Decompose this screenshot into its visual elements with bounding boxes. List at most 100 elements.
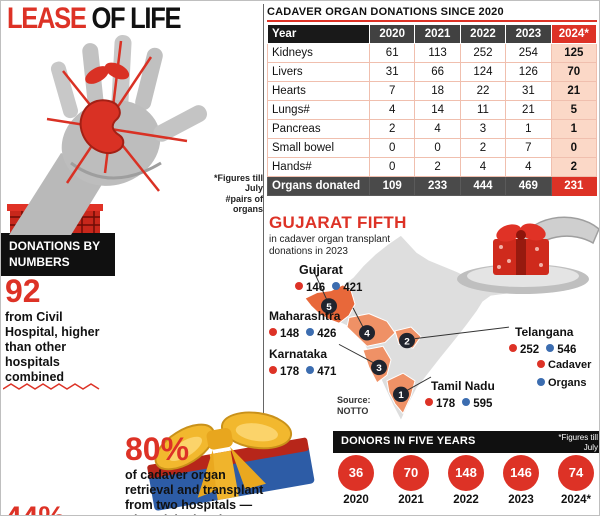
col-header: 2021 [414, 24, 461, 44]
stat-text: from Civil Hospital, higher than other h… [5, 310, 100, 384]
map-source: Source: NOTTO [337, 395, 371, 418]
zigzag-divider [3, 383, 100, 390]
cell: 126 [505, 62, 552, 82]
donors-title: DONORS IN FIVE YEARS [341, 435, 476, 447]
table-row: Hearts 7 18 22 31 21 [267, 81, 598, 101]
stat-value: 44% [5, 503, 105, 516]
table-total-row: Organs donated 109 233 444 469 231 [267, 176, 598, 196]
gift-on-platter-illustration [457, 216, 599, 294]
cell: 0 [368, 138, 416, 158]
donor-item: 70 2021 [386, 455, 436, 506]
organs-value: 421 [343, 282, 363, 294]
stat-value: 92 [5, 273, 41, 309]
cell: 125 [550, 43, 598, 63]
cadaver-dot [269, 365, 277, 374]
col-header: 2020 [368, 24, 416, 44]
cell: 7 [505, 138, 552, 158]
svg-text:5: 5 [326, 302, 332, 313]
stat-two-hospitals: 80% of cadaver organ retrieval and trans… [125, 431, 267, 515]
cell: 0 [414, 138, 461, 158]
svg-text:4: 4 [364, 329, 370, 340]
state-label-telangana: Telangana [515, 325, 574, 339]
cell: 4 [505, 157, 552, 177]
leader-lines [312, 269, 510, 391]
state-values-gujarat: 146 421 [295, 278, 369, 296]
cell: 3 [459, 119, 507, 139]
cell: 1 [550, 119, 598, 139]
rank-marker [359, 325, 375, 341]
legend-cadaver: Cadaver [537, 359, 591, 371]
cell: 233 [414, 176, 461, 196]
donor-item: 74 2024* [551, 455, 599, 506]
stat-value: 80% [125, 431, 190, 467]
col-header: 2022 [459, 24, 507, 44]
cell: 252 [459, 43, 507, 63]
cell: 2 [368, 119, 416, 139]
svg-text:2: 2 [404, 337, 410, 348]
table-row: Lungs# 4 14 11 21 5 [267, 100, 598, 120]
cell: 21 [550, 81, 598, 101]
row-label: Pancreas [267, 119, 370, 139]
cell: 0 [550, 138, 598, 158]
donations-by-numbers-box: DONATIONS BY NUMBERS [1, 233, 115, 277]
table-row: Hands# 0 2 4 4 2 [267, 157, 598, 177]
gift-bow-illustration [147, 411, 315, 511]
donor-count-circle: 36 [338, 455, 374, 491]
cell: 70 [550, 62, 598, 82]
donor-count-circle: 70 [393, 455, 429, 491]
col-header: 2023 [505, 24, 552, 44]
row-label: Small bowel [267, 138, 370, 158]
row-label: Lungs# [267, 100, 370, 120]
stat-text: of cadaver organ retrieval and transplan… [125, 468, 264, 515]
cell: 14 [414, 100, 461, 120]
cell: 31 [505, 81, 552, 101]
cell: 254 [505, 43, 552, 63]
organs-dot [306, 327, 315, 336]
state-label-maharashtra: Maharashtra [269, 309, 341, 323]
table-row: Livers 31 66 124 126 70 [267, 62, 598, 82]
cell: 2 [414, 157, 461, 177]
organs-dot [537, 378, 545, 387]
cell: 2 [550, 157, 598, 177]
cell: 21 [505, 100, 552, 120]
footnote-pairs: #pairs of organs [225, 194, 263, 215]
cell: 1 [505, 119, 552, 139]
cadaver-dot [509, 343, 517, 352]
page-title: LEASE OF LIFE [7, 2, 182, 36]
donor-count-circle: 146 [503, 455, 539, 491]
rank-markers: 5 4 3 2 1 [321, 298, 415, 402]
organs-value: 546 [557, 344, 577, 356]
donor-year: 2021 [398, 494, 424, 506]
cadaver-value: 146 [306, 282, 326, 294]
rank-marker [393, 386, 409, 402]
table-row: Pancreas 2 4 3 1 1 [267, 119, 598, 139]
donor-year: 2022 [453, 494, 479, 506]
legend-label: Cadaver [548, 359, 592, 371]
donations-table: CADAVER ORGAN DONATIONS SINCE 2020 Year … [267, 6, 598, 196]
cadaver-value: 178 [280, 366, 300, 378]
stat-civil-hospital: 92 from Civil Hospital, higher than othe… [5, 275, 111, 385]
col-header: Year [267, 24, 370, 44]
organs-value: 426 [317, 328, 337, 340]
cell: 2 [459, 138, 507, 158]
table-title: CADAVER ORGAN DONATIONS SINCE 2020 [267, 6, 597, 22]
svg-text:3: 3 [376, 363, 382, 374]
cadaver-dot [269, 327, 277, 336]
page-title-rest: OF LIFE [85, 2, 181, 35]
cell: 231 [550, 176, 598, 196]
row-label: Hands# [267, 157, 370, 177]
svg-text:1: 1 [398, 390, 404, 401]
cell: 18 [414, 81, 461, 101]
cell: 4 [414, 119, 461, 139]
donor-year: 2020 [343, 494, 369, 506]
donors-row: 36 2020 70 2021 148 2022 146 2023 74 202… [331, 455, 599, 506]
cadaver-value: 178 [436, 398, 456, 410]
donors-bar: DONORS IN FIVE YEARS *Figures till July [333, 431, 599, 453]
india-map: 5 4 3 2 1 [303, 233, 537, 423]
organs-value: 471 [317, 366, 337, 378]
table-row: Kidneys 61 113 252 254 125 [267, 43, 598, 63]
state-values-karnataka: 178 471 [269, 362, 343, 380]
cadaver-dot [295, 281, 303, 290]
cell: 124 [459, 62, 507, 82]
